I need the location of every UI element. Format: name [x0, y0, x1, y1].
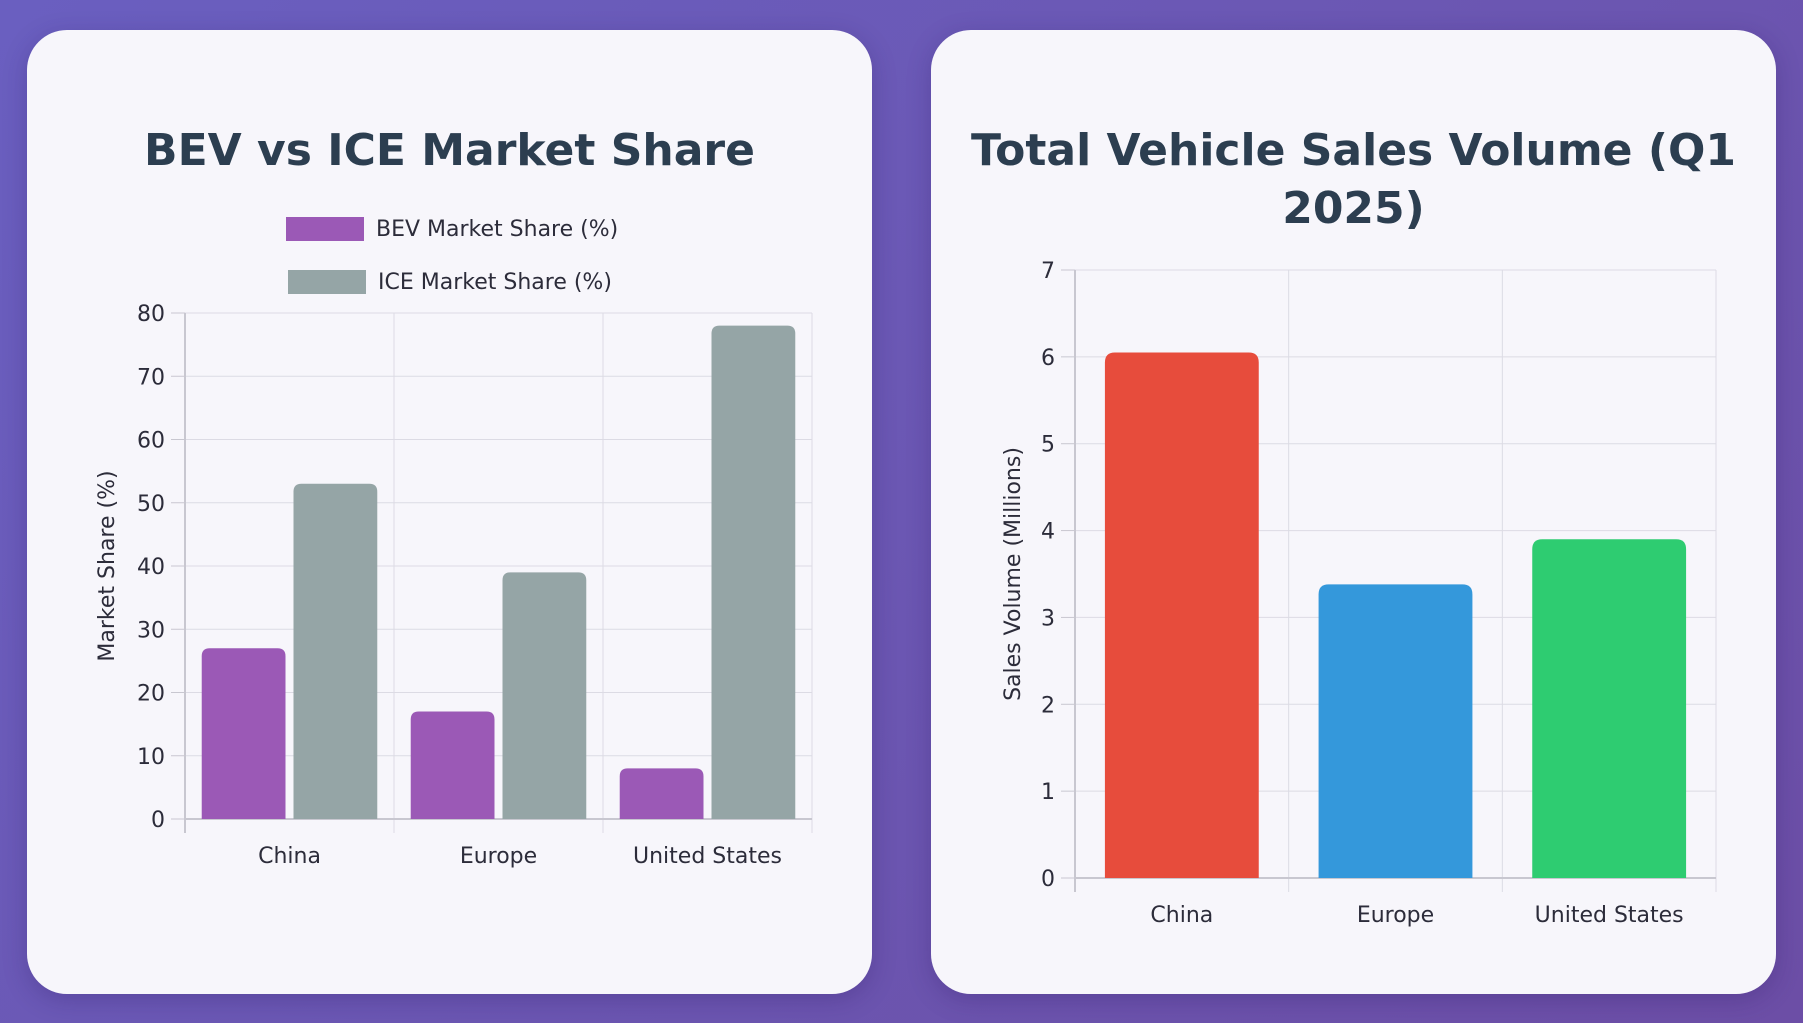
legend-swatch-bev: [286, 217, 364, 241]
bar-bev-united-states: [619, 768, 704, 819]
y-tick-label: 7: [1041, 259, 1055, 284]
y-tick-label: 30: [137, 618, 165, 643]
bar-china: [1104, 352, 1259, 878]
bar-ice-europe: [502, 572, 587, 819]
legend-swatch-ice: [288, 270, 366, 294]
x-tick-label: United States: [1535, 903, 1684, 928]
y-tick-label: 40: [137, 555, 165, 580]
x-tick-label: China: [1150, 903, 1213, 928]
bar-europe: [1318, 584, 1473, 878]
bar-united-states: [1532, 539, 1687, 878]
y-tick-label: 10: [137, 745, 165, 770]
y-tick-label: 4: [1041, 520, 1055, 545]
market-share-chart-title: BEV vs ICE Market Share: [144, 125, 755, 176]
y-axis-title: Market Share (%): [95, 470, 120, 661]
y-tick-label: 60: [137, 429, 165, 454]
y-tick-label: 3: [1041, 606, 1055, 631]
y-tick-label: 50: [137, 492, 165, 517]
x-tick-label: Europe: [460, 844, 537, 869]
x-tick-label: Europe: [1357, 903, 1434, 928]
legend-label-bev: BEV Market Share (%): [376, 217, 618, 242]
y-tick-label: 2: [1041, 693, 1055, 718]
y-tick-label: 70: [137, 365, 165, 390]
x-tick-label: China: [258, 844, 321, 869]
y-tick-label: 6: [1041, 346, 1055, 371]
bar-ice-china: [293, 483, 378, 819]
sales-volume-chart: 0 1 2 3 4 5 6 7 China Europe United States Sales Vo…: [1001, 259, 1717, 928]
y-tick-label: 0: [1041, 867, 1055, 892]
bar-ice-united-states: [711, 325, 796, 819]
bar-bev-china: [201, 648, 286, 819]
x-tick-label: United States: [633, 844, 782, 869]
bar-bev-europe: [410, 711, 495, 819]
legend-label-ice: ICE Market Share (%): [378, 270, 612, 295]
y-tick-label: 1: [1041, 780, 1055, 805]
sales-volume-chart-title: Total Vehicle Sales Volume (Q1 2025): [971, 125, 1736, 234]
sales-volume-card: Total Vehicle Sales Volume (Q1 2025) 0 1 2…: [931, 30, 1776, 994]
y-tick-label: 0: [151, 808, 165, 833]
market-share-chart: 0 10 20 30 40 50 60 70 80 China Europe United State…: [95, 217, 813, 869]
y-tick-label: 5: [1041, 433, 1055, 458]
market-share-card: BEV vs ICE Market Share 0 10 20 30 40 50 60 70 8…: [27, 30, 872, 994]
y-axis-title: Sales Volume (Millions): [1001, 447, 1026, 701]
y-tick-label: 20: [137, 682, 165, 707]
y-tick-label: 80: [137, 302, 165, 327]
